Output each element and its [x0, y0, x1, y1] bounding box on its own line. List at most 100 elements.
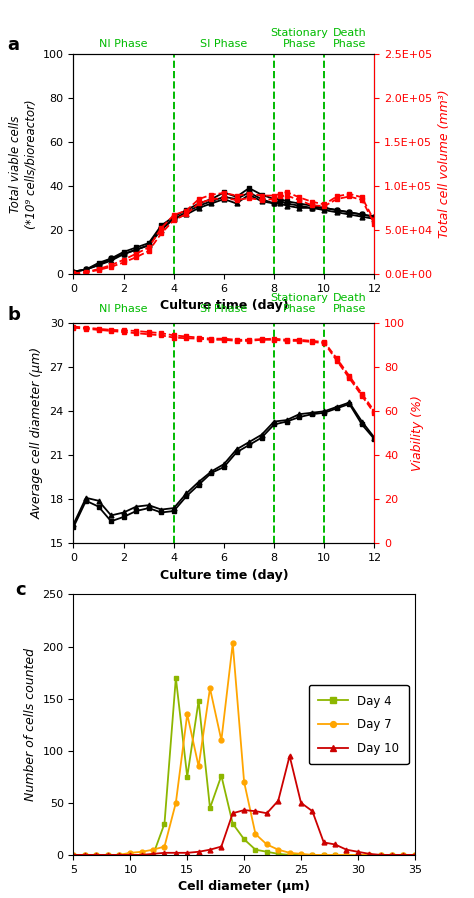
Day 4 — [298, 850, 304, 860]
Day 7 — [355, 850, 361, 860]
Day 7 — [378, 850, 383, 860]
Day 4 — [355, 850, 361, 860]
Day 10 — [93, 850, 99, 860]
Day 10 — [310, 806, 315, 816]
Day 7 — [196, 761, 201, 771]
Day 10 — [344, 844, 349, 855]
Day 7 — [241, 777, 247, 788]
Y-axis label: Total viable cells
(*10⁹ cells/bioreactor): Total viable cells (*10⁹ cells/bioreacto… — [9, 99, 37, 229]
Day 7 — [82, 850, 88, 860]
Day 10 — [412, 850, 418, 860]
Day 4 — [71, 850, 76, 860]
Text: NI Phase: NI Phase — [100, 40, 148, 49]
Day 7 — [401, 850, 406, 860]
Y-axis label: Total cell volume (mm³): Total cell volume (mm³) — [438, 90, 451, 238]
Day 10 — [139, 850, 145, 860]
Day 4 — [344, 850, 349, 860]
Day 7 — [105, 850, 110, 860]
Day 7 — [298, 849, 304, 859]
Day 10 — [230, 808, 236, 819]
Day 7 — [139, 847, 145, 858]
Day 4 — [275, 849, 281, 859]
Day 7 — [116, 850, 122, 860]
Day 10 — [162, 848, 167, 858]
Day 10 — [355, 847, 361, 858]
Day 4 — [241, 834, 247, 845]
Day 4 — [310, 850, 315, 860]
Day 10 — [71, 850, 76, 860]
Day 4 — [389, 850, 395, 860]
Day 4 — [321, 850, 327, 860]
Line: Day 10: Day 10 — [71, 753, 417, 858]
Day 10 — [196, 847, 201, 858]
Day 4 — [366, 850, 372, 860]
Y-axis label: Number of cells counted: Number of cells counted — [24, 648, 37, 801]
Text: Stationary
Phase: Stationary Phase — [270, 293, 328, 314]
Day 7 — [71, 850, 76, 860]
Day 7 — [412, 850, 418, 860]
Day 7 — [264, 839, 270, 850]
Day 10 — [321, 837, 327, 848]
Day 7 — [253, 829, 258, 840]
Day 4 — [207, 803, 213, 814]
Day 10 — [184, 848, 190, 858]
Text: Death
Phase: Death Phase — [332, 293, 366, 314]
Day 7 — [287, 848, 292, 858]
Day 7 — [184, 709, 190, 719]
Day 10 — [366, 849, 372, 859]
Day 10 — [207, 844, 213, 855]
Day 4 — [230, 818, 236, 829]
Day 4 — [378, 850, 383, 860]
Line: Day 7: Day 7 — [71, 641, 417, 858]
Day 10 — [298, 797, 304, 808]
Text: Death
Phase: Death Phase — [332, 28, 366, 49]
Day 7 — [344, 850, 349, 860]
Day 4 — [253, 844, 258, 855]
Day 10 — [253, 806, 258, 816]
Day 7 — [389, 850, 395, 860]
Text: SI Phase: SI Phase — [201, 40, 247, 49]
Day 4 — [219, 770, 224, 781]
Text: SI Phase: SI Phase — [201, 304, 247, 314]
Legend: Day 4, Day 7, Day 10: Day 4, Day 7, Day 10 — [309, 685, 409, 764]
Y-axis label: Viability (%): Viability (%) — [411, 395, 424, 471]
Day 7 — [162, 841, 167, 852]
Day 4 — [116, 850, 122, 860]
Day 10 — [150, 849, 156, 859]
Day 10 — [389, 850, 395, 860]
Day 4 — [105, 850, 110, 860]
Day 4 — [162, 818, 167, 829]
Day 4 — [139, 850, 145, 860]
Day 7 — [332, 850, 338, 860]
Text: Stationary
Phase: Stationary Phase — [270, 28, 328, 49]
Day 10 — [264, 808, 270, 819]
Day 10 — [332, 839, 338, 850]
Line: Day 4: Day 4 — [71, 675, 417, 858]
Text: b: b — [7, 305, 20, 323]
Day 10 — [378, 850, 383, 860]
Y-axis label: Average cell diameter (μm): Average cell diameter (μm) — [31, 348, 44, 519]
Day 4 — [82, 850, 88, 860]
Day 10 — [105, 850, 110, 860]
Day 4 — [412, 850, 418, 860]
Day 10 — [401, 850, 406, 860]
Day 7 — [173, 797, 179, 808]
Day 4 — [150, 850, 156, 860]
X-axis label: Culture time (day): Culture time (day) — [160, 299, 288, 313]
Day 7 — [366, 850, 372, 860]
Day 4 — [93, 850, 99, 860]
Day 4 — [332, 850, 338, 860]
Day 7 — [321, 850, 327, 860]
Day 4 — [128, 850, 133, 860]
Day 7 — [128, 848, 133, 858]
Day 4 — [173, 673, 179, 683]
Day 7 — [207, 682, 213, 693]
Day 10 — [219, 841, 224, 852]
Text: c: c — [16, 582, 26, 600]
Day 10 — [116, 850, 122, 860]
Day 4 — [287, 850, 292, 860]
Day 10 — [128, 850, 133, 860]
Day 4 — [184, 771, 190, 782]
Day 7 — [310, 850, 315, 860]
Day 10 — [241, 805, 247, 815]
